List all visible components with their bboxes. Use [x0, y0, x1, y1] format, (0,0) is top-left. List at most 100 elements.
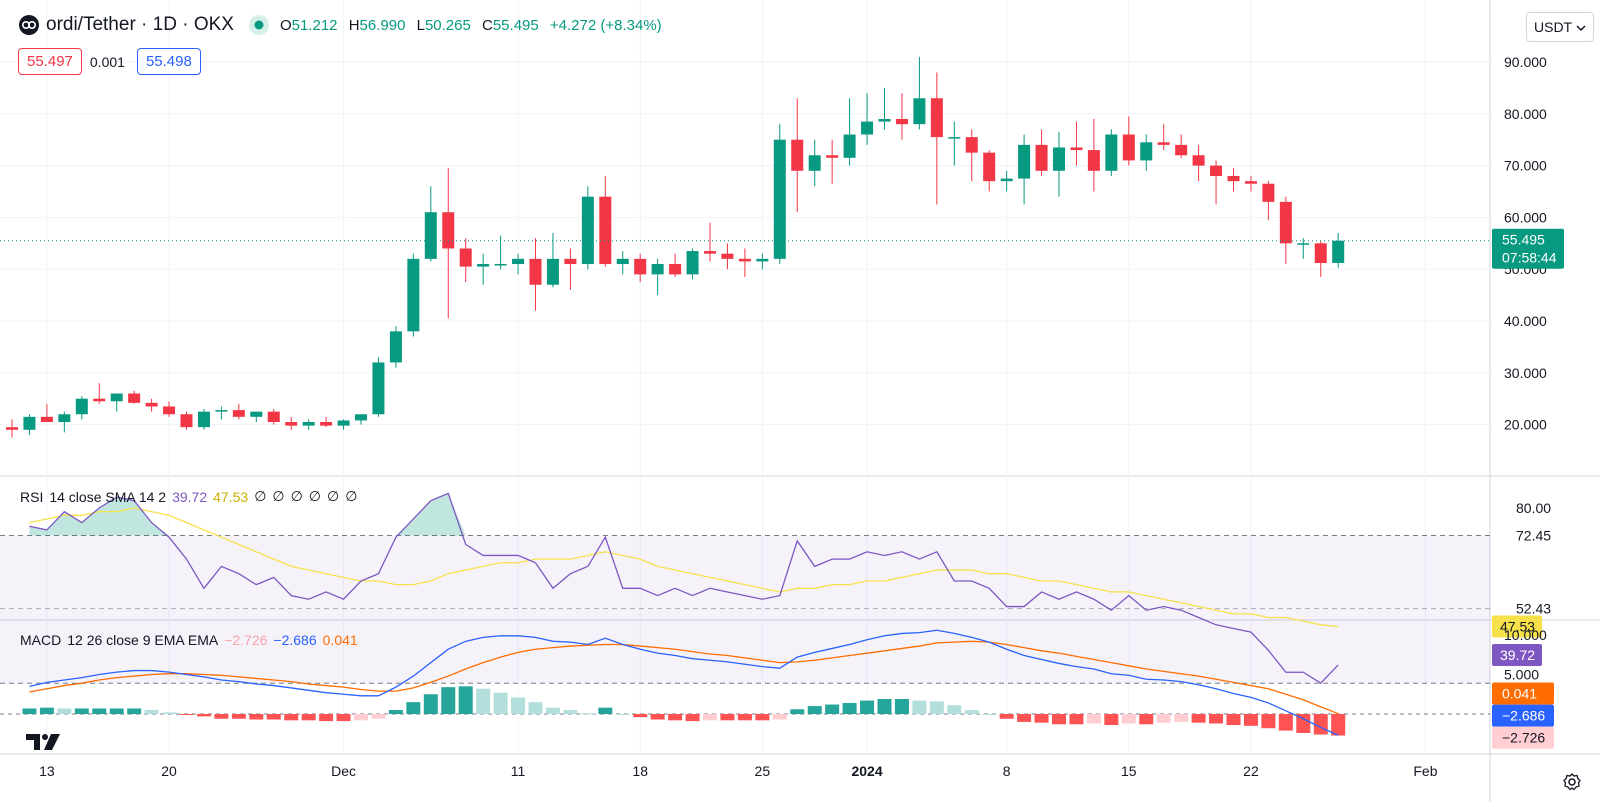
candle-body [75, 398, 88, 415]
candle-body [1122, 134, 1135, 161]
candle-body [1175, 144, 1188, 156]
rsi-legend-name: RSI [20, 488, 44, 505]
macd-signal-legend-value: 0.041 [322, 632, 358, 648]
rsi-tick-label: 80.00 [1516, 500, 1551, 516]
candle-body [1140, 142, 1153, 161]
macd-histogram-bar [790, 709, 805, 714]
macd-histogram-bar [720, 714, 735, 721]
macd-histogram-bar [266, 714, 281, 720]
market-status-dot-icon[interactable] [248, 14, 270, 36]
macd-histogram-bar [912, 700, 927, 714]
macd-histogram-bar [336, 714, 351, 722]
macd-legend[interactable]: MACD 12 26 close 9 EMA EMA −2.726 −2.686… [20, 632, 364, 648]
price-tick-label: 30.000 [1504, 365, 1547, 381]
candle-body [704, 251, 716, 254]
rsi-legend-params: 14 close SMA 14 2 [49, 488, 167, 505]
candle-body [686, 251, 699, 275]
macd-histogram-bar [650, 714, 665, 720]
macd-histogram-bar [1296, 714, 1311, 733]
time-axis-label: 22 [1243, 763, 1259, 779]
tradingview-logo-icon[interactable] [24, 730, 64, 754]
candle-body [93, 398, 106, 402]
macd-histogram-bar [633, 714, 648, 718]
candle-body [1000, 178, 1013, 182]
candle-body [634, 258, 647, 275]
candle-body [529, 258, 542, 285]
macd-histogram-bar [179, 714, 194, 715]
macd-histogram-bar [406, 702, 421, 714]
macd-histogram-bar [39, 707, 54, 714]
candle-body [494, 264, 507, 266]
macd-line [29, 629, 1339, 736]
candle-body [372, 362, 385, 415]
macd-histogram-bar [1278, 714, 1293, 731]
macd-histogram-bar [1086, 714, 1101, 724]
macd-histogram-bar [511, 697, 526, 714]
macd-histogram-bar [615, 714, 630, 715]
sell-price-button[interactable]: 55.497 [18, 48, 82, 75]
symbol-title[interactable]: ordi/Tether · 1D · OKX [46, 14, 234, 35]
currency-label: USDT [1534, 19, 1573, 35]
rsi-sma-line [29, 507, 1339, 628]
price-pane [0, 56, 1490, 438]
ohlc-close-value: 55.495 [492, 16, 539, 34]
currency-selector[interactable]: USDT [1526, 12, 1594, 42]
macd-histogram-bar [144, 710, 159, 714]
rsi-legend-extra: ∅ [308, 488, 321, 504]
macd-histogram-bar [598, 707, 613, 714]
candle-body [424, 212, 437, 259]
rsi-tick-label: 72.45 [1516, 528, 1551, 544]
ohlc-high-key: H [348, 16, 360, 34]
gear-icon[interactable] [1560, 770, 1584, 794]
macd-histogram-bar [1261, 714, 1276, 729]
macd-histogram-bar [1052, 714, 1066, 725]
candle-body [913, 98, 926, 125]
rsi-sma-legend-value: 47.53 [213, 488, 249, 505]
candle-body [791, 139, 804, 171]
candle-body [895, 118, 908, 125]
rsi-overbought-fill [29, 493, 1339, 536]
macd-histogram-bar [476, 688, 491, 714]
price-tick-label: 20.000 [1504, 417, 1547, 433]
candle-body [599, 196, 612, 265]
candle-body [616, 258, 629, 265]
candle-body [250, 411, 263, 417]
rsi-pane [0, 492, 1490, 685]
candle-body [1314, 243, 1327, 263]
macd-histogram-bar [1121, 714, 1136, 724]
candle-body [1262, 183, 1275, 202]
price-tick-label: 70.000 [1504, 158, 1547, 174]
time-axis-label: 25 [755, 763, 771, 779]
last-price-badge [1492, 228, 1564, 269]
macd-histogram-bar [668, 714, 683, 721]
macd-histogram-bar [563, 710, 578, 714]
candle-body [58, 414, 71, 423]
candle-body [1332, 240, 1345, 263]
candle-body [1297, 243, 1310, 245]
macd-histogram-bar [441, 687, 456, 714]
macd-histogram-bar [92, 708, 107, 714]
candle-body [1279, 201, 1292, 244]
macd-histogram-bar [22, 708, 37, 714]
rsi-legend[interactable]: RSI 14 close SMA 14 2 39.72 47.53 ∅ ∅ ∅ … [20, 488, 363, 505]
macd-histogram-bar [947, 705, 962, 714]
macd-histogram-bar [1174, 714, 1189, 722]
candle-body [1210, 165, 1223, 176]
candle-body [1053, 147, 1065, 171]
macd-histogram-bar [755, 714, 770, 721]
macd-histogram-bar [388, 710, 403, 714]
buy-price-button[interactable]: 55.498 [136, 48, 201, 75]
rsi-tick-label: 52.43 [1516, 601, 1551, 617]
macd-histogram-bar [1069, 714, 1084, 725]
candle-body [738, 258, 751, 262]
rsi-sma-axis-label: 47.53 [1500, 619, 1535, 635]
macd-histogram-bar [162, 712, 177, 714]
candle-body [355, 414, 367, 421]
macd-histogram-bar [1017, 714, 1032, 722]
candle-body [442, 212, 455, 249]
candle-body [145, 402, 158, 407]
